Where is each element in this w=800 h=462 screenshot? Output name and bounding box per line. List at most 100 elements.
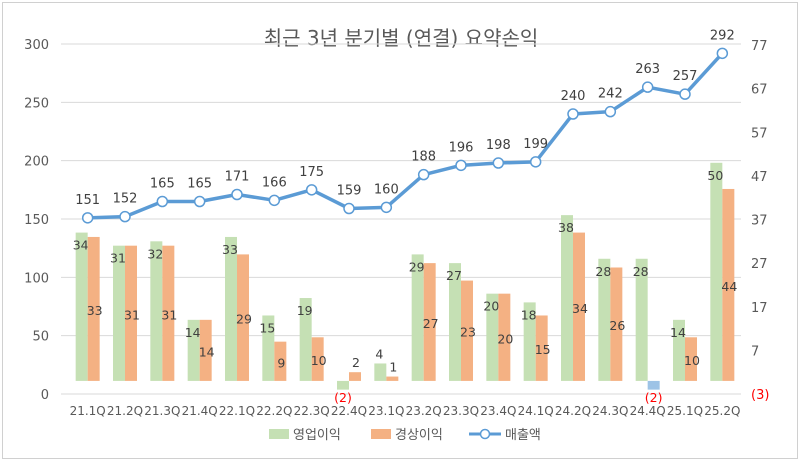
bar-경상이익 — [386, 376, 399, 381]
line-data-label: 263 — [635, 62, 660, 77]
bar-data-label: 31 — [124, 307, 140, 322]
line-point — [231, 188, 243, 201]
line-data-label: 166 — [262, 175, 287, 190]
line-point — [343, 202, 355, 215]
bar-data-label: 33 — [87, 303, 103, 318]
bar-경상이익 — [573, 232, 585, 381]
bar-data-label: 26 — [609, 318, 625, 333]
bar-경상이익 — [498, 293, 511, 381]
x-tick-label: 23.2Q — [406, 404, 442, 418]
line-point — [492, 157, 505, 169]
right-tick-label: 67 — [751, 83, 768, 98]
chart-title: 최근 3년 분기별 (연결) 요약손익 — [264, 26, 539, 50]
bar-영업이익 — [411, 254, 424, 381]
line-매출액 — [87, 52, 724, 220]
left-tick-label: 250 — [24, 96, 49, 111]
left-tick-label: 100 — [24, 271, 49, 286]
bar-영업이익 — [561, 215, 573, 381]
line-point — [119, 210, 131, 223]
left-tick-label: 300 — [24, 38, 49, 53]
line-point — [417, 168, 430, 181]
bar-경상이익 — [237, 254, 249, 381]
bar-data-label: 9 — [277, 355, 285, 370]
x-tick-label: 22.3Q — [294, 404, 330, 418]
bar-data-label: 14 — [670, 325, 686, 340]
bar-영업이익 — [150, 241, 163, 381]
legend: 영업이익 경상이익 매출액 — [269, 428, 541, 443]
bar-data-label: 50 — [707, 168, 723, 183]
left-tick-label: 50 — [32, 330, 49, 345]
bar-data-label: 15 — [535, 342, 551, 357]
bar-영업이익 — [523, 302, 536, 381]
bar-data-label: 27 — [446, 268, 462, 283]
bar-data-label: (2) — [334, 390, 352, 405]
bar-data-label: 10 — [684, 353, 700, 368]
bar-영업이익 — [449, 263, 461, 381]
line-data-label: 242 — [598, 87, 623, 102]
line-data-label: 152 — [113, 192, 138, 207]
bar-경상이익 — [535, 315, 548, 381]
bar-data-label: 28 — [633, 264, 649, 279]
bar-data-label: 27 — [423, 316, 439, 331]
legend-label: 매출액 — [505, 428, 541, 443]
bar-data-label: 28 — [595, 264, 611, 279]
line-data-label: 175 — [299, 165, 324, 180]
x-tick-label: 24.2Q — [555, 404, 591, 418]
bar-data-label: 18 — [521, 307, 537, 322]
x-tick-label: 23.1Q — [368, 404, 404, 418]
bar-data-label: 19 — [297, 303, 313, 318]
line-data-label: 165 — [187, 177, 212, 192]
bar-data-label: 34 — [572, 301, 588, 316]
line-point — [193, 195, 206, 208]
line-point — [268, 194, 281, 207]
x-tick-label: 22.2Q — [256, 404, 292, 418]
bar-경상이익 — [423, 263, 436, 381]
right-tick-label: 37 — [751, 214, 768, 229]
right-tick-label: 17 — [751, 301, 768, 316]
bar-data-label: 20 — [483, 299, 499, 314]
bar-경상이익 — [722, 188, 735, 381]
bar-영업이익 — [75, 232, 88, 381]
bar-data-label: 20 — [497, 331, 513, 346]
left-tick-label: 200 — [24, 155, 49, 170]
line-point — [380, 201, 393, 214]
bar-경상이익 — [349, 372, 361, 381]
bar-영업이익 — [486, 293, 499, 381]
x-tick-label: 23.3Q — [443, 404, 479, 418]
x-tick-label: 25.2Q — [704, 404, 740, 418]
bar-data-label: 15 — [259, 320, 275, 335]
bar-data-label: (2) — [645, 390, 663, 405]
bar-영업이익 — [374, 363, 387, 381]
right-tick-label: 7 — [751, 344, 759, 359]
bar-data-label: 29 — [236, 312, 252, 327]
x-tick-label: 21.4Q — [182, 404, 218, 418]
x-tick-label: 22.4Q — [331, 404, 367, 418]
bar-경상이익 — [685, 337, 697, 381]
line-data-label: 196 — [449, 140, 474, 155]
bar-경상이익 — [87, 236, 100, 381]
line-data-label: 199 — [523, 137, 548, 152]
x-tick-label: 22.1Q — [219, 404, 255, 418]
bar-영업이익 — [337, 380, 349, 390]
bar-경상이익 — [199, 319, 212, 381]
bar-경상이익 — [311, 337, 324, 381]
line-data-label: 198 — [486, 138, 511, 153]
bar-data-label: 31 — [161, 307, 177, 322]
bar-data-label: 32 — [147, 246, 163, 261]
line-point — [455, 159, 467, 172]
bar-data-label: 34 — [73, 238, 89, 253]
bar-영업이익 — [187, 319, 200, 381]
bar-경상이익 — [610, 267, 623, 381]
bar-경상이익 — [461, 280, 473, 381]
line-data-label: 257 — [673, 69, 698, 84]
bar-data-label: 31 — [110, 251, 126, 266]
bar-영업이익 — [710, 162, 723, 381]
bar-data-label: 44 — [721, 279, 737, 294]
line-data-label: 151 — [75, 193, 100, 208]
bar-영업이익 — [225, 236, 237, 381]
bar-영업이익 — [262, 315, 275, 381]
line-data-label: 171 — [225, 170, 250, 185]
legend-swatch — [269, 429, 289, 439]
bar-data-label: 10 — [311, 353, 327, 368]
